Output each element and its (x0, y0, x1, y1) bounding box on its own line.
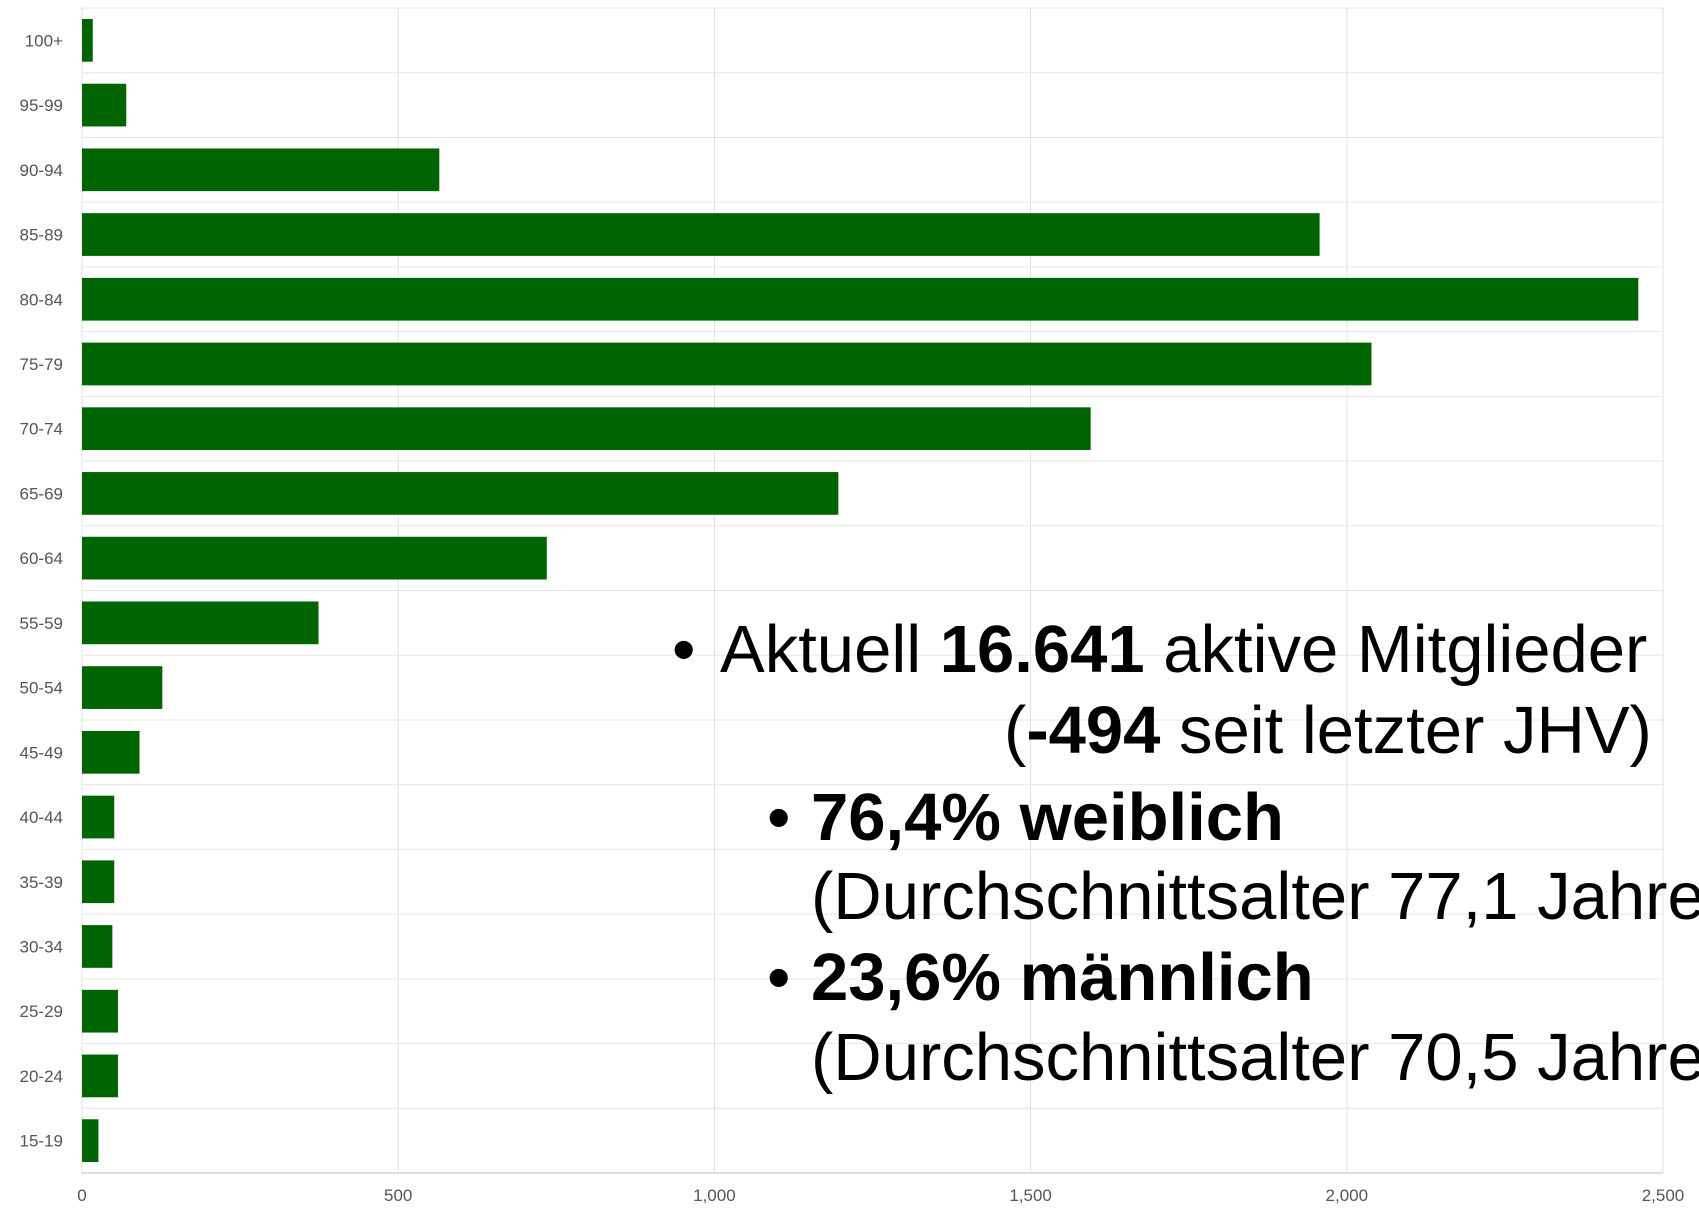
bar (82, 342, 1372, 386)
y-tick-label: 20-24 (20, 1067, 63, 1086)
bullet: • (672, 612, 695, 687)
overlay-line: (Durchschnittsalter 70,5 Jahre) (811, 1020, 1699, 1095)
x-tick-label: 2,500 (1642, 1186, 1685, 1205)
bullet: • (767, 940, 790, 1015)
overlay-segment: ( (1004, 693, 1026, 768)
labels: 0 500 1,000 1,500 2,000 2,500 100+ 95-99 90-94 85… (20, 31, 1685, 1205)
bar (82, 730, 140, 774)
overlay-segment: (Durchschnittsalter 70,5 Jahre) (811, 1020, 1699, 1095)
overlay-line: (Durchschnittsalter 77,1 Jahre) (811, 859, 1699, 934)
bar (82, 989, 119, 1033)
bar (82, 925, 113, 968)
y-tick-label: 90-94 (20, 161, 63, 180)
y-tick-label: 50-54 (20, 679, 63, 698)
overlay-segment: 76,4% weiblich (811, 780, 1284, 855)
overlay-line: Aktuell 16.641 aktive Mitglieder (720, 612, 1647, 687)
bars (82, 19, 1639, 1162)
overlay-segment: aktive Mitglieder (1145, 612, 1648, 687)
overlay-segment: seit letzter JHV) (1160, 693, 1651, 768)
overlay-segment: -494 (1026, 693, 1160, 768)
x-tick-label: 2,000 (1326, 1186, 1369, 1205)
y-tick-label: 35-39 (20, 873, 63, 892)
y-tick-label: 75-79 (20, 355, 63, 374)
x-tick-label: 1,500 (1009, 1186, 1052, 1205)
bar (82, 1054, 119, 1098)
y-tick-label: 30-34 (20, 937, 63, 956)
x-tick-label: 0 (77, 1186, 86, 1205)
bullet: • (767, 780, 790, 855)
bar (82, 536, 547, 580)
y-tick-label: 25-29 (20, 1002, 63, 1021)
bar (82, 666, 163, 709)
bar (82, 277, 1639, 321)
overlay-segment: 16.641 (940, 612, 1145, 687)
bar (82, 472, 839, 515)
y-tick-label: 85-89 (20, 226, 63, 245)
grid (81, 7, 1664, 1174)
y-tick-label: 45-49 (20, 743, 63, 762)
overlay-segment: (Durchschnittsalter 77,1 Jahre) (811, 859, 1699, 934)
bar (82, 407, 1091, 451)
bar (82, 213, 1320, 256)
x-tick-label: 1,000 (693, 1186, 736, 1205)
y-tick-label: 15-19 (20, 1132, 63, 1151)
y-tick-label: 40-44 (20, 808, 63, 827)
y-tick-label: 65-69 (20, 484, 63, 503)
bar (82, 795, 115, 839)
y-tick-label: 60-64 (20, 549, 63, 568)
x-tick-label: 500 (384, 1186, 412, 1205)
bar (82, 860, 115, 904)
y-tick-label: 95-99 (20, 96, 63, 115)
y-tick-label: 80-84 (20, 290, 63, 309)
overlay-line: 23,6% männlich (811, 940, 1314, 1015)
bar (82, 601, 319, 645)
overlay-segment: Aktuell (720, 612, 940, 687)
overlay-line: (-494 seit letzter JHV) (1004, 693, 1652, 768)
overlay-line: 76,4% weiblich (811, 780, 1284, 855)
bar (82, 19, 93, 62)
y-tick-label: 100+ (25, 31, 63, 50)
bar (82, 83, 127, 127)
bar (82, 148, 440, 192)
overlay-segment: 23,6% männlich (811, 940, 1314, 1015)
y-tick-label: 55-59 (20, 614, 63, 633)
text-overlay: • • • Aktuell 16.641 aktive Mitglieder(-… (672, 612, 1699, 1095)
y-tick-label: 70-74 (20, 420, 63, 439)
bar (82, 1119, 99, 1162)
